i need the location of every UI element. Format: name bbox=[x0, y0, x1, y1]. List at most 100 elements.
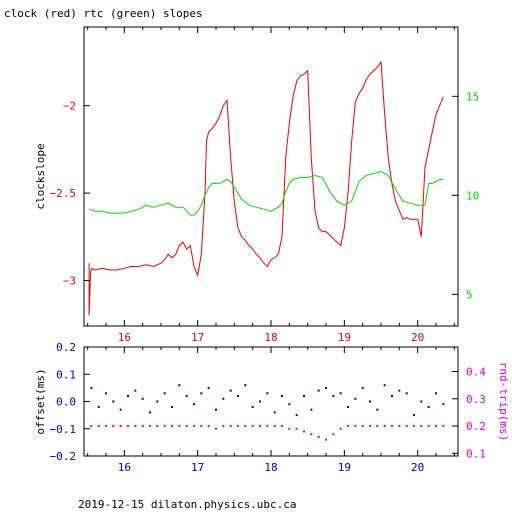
data-point bbox=[339, 392, 342, 395]
data-point bbox=[178, 384, 181, 387]
series-line-red bbox=[88, 60, 444, 316]
data-point bbox=[97, 405, 100, 408]
data-point bbox=[347, 425, 349, 428]
data-point bbox=[251, 405, 254, 408]
footer-text: 2019-12-15 dilaton.physics.ubc.ca bbox=[78, 498, 297, 511]
data-point bbox=[237, 395, 239, 398]
data-point bbox=[105, 392, 107, 395]
data-point bbox=[222, 397, 225, 400]
series-points-blue bbox=[90, 384, 445, 417]
chart-title: clock (red) rtc (green) slopes bbox=[4, 7, 203, 20]
data-point bbox=[215, 408, 217, 411]
y2-tick-label: 10 bbox=[466, 189, 479, 202]
data-point bbox=[259, 425, 261, 428]
data-point bbox=[90, 386, 93, 389]
series-points-magenta bbox=[90, 425, 445, 441]
data-point bbox=[97, 425, 100, 428]
x-tick-label: 16 bbox=[118, 331, 131, 344]
data-point bbox=[288, 403, 291, 406]
data-point bbox=[391, 395, 393, 398]
data-point bbox=[251, 425, 254, 428]
data-point bbox=[420, 425, 423, 428]
data-point bbox=[339, 427, 342, 430]
data-point bbox=[134, 425, 137, 428]
data-point bbox=[134, 389, 137, 392]
data-point bbox=[237, 425, 239, 428]
data-point bbox=[281, 395, 283, 398]
x-tick-label: 18 bbox=[264, 461, 277, 474]
data-point bbox=[215, 427, 217, 430]
x-tick-label: 20 bbox=[411, 331, 424, 344]
data-point bbox=[193, 425, 195, 428]
data-point bbox=[303, 395, 305, 398]
data-point bbox=[442, 403, 445, 406]
x-tick-label: 16 bbox=[118, 461, 131, 474]
data-point bbox=[281, 425, 283, 428]
data-point bbox=[156, 425, 159, 428]
y2-tick-label: 15 bbox=[466, 90, 479, 103]
y-axis-label: clockslope bbox=[34, 143, 47, 209]
data-point bbox=[273, 425, 276, 428]
data-point bbox=[207, 425, 210, 428]
data-point bbox=[171, 405, 173, 408]
x-tick-label: 20 bbox=[411, 461, 424, 474]
data-point bbox=[405, 425, 408, 428]
data-point bbox=[383, 425, 386, 428]
data-point bbox=[119, 408, 122, 411]
data-point bbox=[413, 414, 415, 417]
y-tick-label: −2.5 bbox=[50, 187, 77, 200]
data-point bbox=[163, 425, 166, 428]
data-point bbox=[398, 389, 401, 392]
data-point bbox=[141, 397, 144, 400]
data-point bbox=[427, 405, 430, 408]
panel-frame-1 bbox=[83, 346, 459, 457]
y2-tick-label: 0.3 bbox=[466, 393, 486, 406]
data-point bbox=[127, 425, 129, 428]
data-point bbox=[163, 392, 166, 395]
data-point bbox=[112, 400, 115, 403]
data-point bbox=[369, 425, 371, 428]
data-point bbox=[376, 425, 379, 428]
y2-tick-label: 0.2 bbox=[466, 420, 486, 433]
data-point bbox=[222, 425, 225, 428]
x-tick-label: 17 bbox=[191, 461, 204, 474]
y-tick-label: 0.1 bbox=[56, 368, 76, 381]
data-point bbox=[90, 425, 93, 428]
data-point bbox=[229, 425, 232, 428]
x-tick-label: 17 bbox=[191, 331, 204, 344]
data-point bbox=[171, 425, 173, 428]
data-point bbox=[105, 425, 107, 428]
y2-tick-label: 0.4 bbox=[466, 366, 486, 379]
data-point bbox=[442, 425, 445, 428]
y-tick-label: −2 bbox=[63, 100, 76, 113]
data-point bbox=[141, 425, 144, 428]
series-line-green bbox=[88, 170, 444, 216]
data-point bbox=[149, 411, 151, 414]
data-point bbox=[303, 430, 305, 433]
data-point bbox=[435, 425, 437, 428]
y2-axis-label: rnd-trip(ms) bbox=[497, 362, 510, 441]
data-point bbox=[354, 397, 357, 400]
data-point bbox=[259, 400, 261, 403]
data-point bbox=[332, 395, 335, 398]
data-point bbox=[273, 411, 276, 414]
data-point bbox=[413, 425, 415, 428]
data-point bbox=[295, 427, 298, 430]
data-point bbox=[193, 403, 195, 406]
data-point bbox=[369, 400, 371, 403]
data-point bbox=[391, 425, 393, 428]
data-point bbox=[427, 425, 430, 428]
data-point bbox=[398, 425, 401, 428]
data-point bbox=[266, 392, 269, 395]
y-axis-label: offset(ms) bbox=[34, 368, 47, 434]
y2-tick-label: 5 bbox=[466, 288, 473, 301]
data-point bbox=[178, 425, 181, 428]
data-point bbox=[325, 386, 327, 389]
data-point bbox=[310, 433, 313, 436]
x-tick-label: 19 bbox=[338, 331, 351, 344]
data-point bbox=[288, 427, 291, 430]
x-tick-label: 18 bbox=[264, 331, 277, 344]
data-point bbox=[244, 425, 247, 428]
data-point bbox=[200, 392, 203, 395]
